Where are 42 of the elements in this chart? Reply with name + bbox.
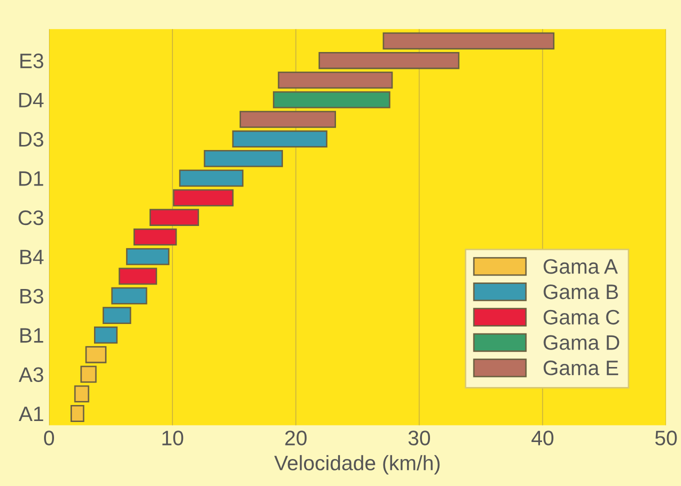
bar (102, 306, 132, 324)
y-tick-label: A3 (18, 367, 44, 382)
y-tick-label: D1 (19, 171, 44, 186)
x-tick-label: 40 (532, 430, 554, 446)
y-tick-label: B1 (20, 328, 44, 343)
bar (172, 189, 234, 206)
bar (118, 268, 158, 285)
y-tick-label: A1 (18, 406, 44, 422)
y-tick-label: C3 (18, 210, 44, 226)
bar (111, 287, 148, 304)
bar (94, 326, 118, 344)
bar (179, 170, 244, 187)
y-tick-label: D4 (19, 92, 44, 108)
bar (70, 404, 84, 422)
y-tick-label: B3 (20, 288, 44, 304)
legend-label: Gama C (544, 310, 620, 325)
y-tick-label: E3 (20, 54, 44, 68)
bar (204, 150, 283, 168)
bar (272, 91, 390, 108)
legend-label: Gama B (544, 284, 618, 300)
y-tick-label: B4 (20, 250, 44, 264)
x-tick-label: 30 (408, 430, 430, 446)
bar (240, 110, 336, 128)
x-axis-title: Velocidade (km/h) (274, 455, 440, 474)
bar (278, 72, 393, 89)
bar (150, 208, 200, 226)
x-tick-label: 0 (44, 430, 54, 446)
x-tick-label: 50 (655, 430, 677, 446)
bar (126, 248, 170, 266)
bar (232, 130, 328, 148)
bar (133, 228, 177, 246)
y-tick-label: D3 (19, 132, 44, 147)
legend-label: Gama D (544, 335, 620, 350)
legend-label: Gama E (544, 360, 618, 376)
bar (80, 366, 97, 383)
x-tick-label: 10 (162, 430, 184, 446)
bar (74, 385, 90, 402)
bar (382, 32, 554, 50)
legend-label: Gama A (544, 259, 618, 274)
bar (318, 52, 460, 70)
bar (85, 346, 106, 364)
x-tick-label: 20 (285, 430, 307, 446)
